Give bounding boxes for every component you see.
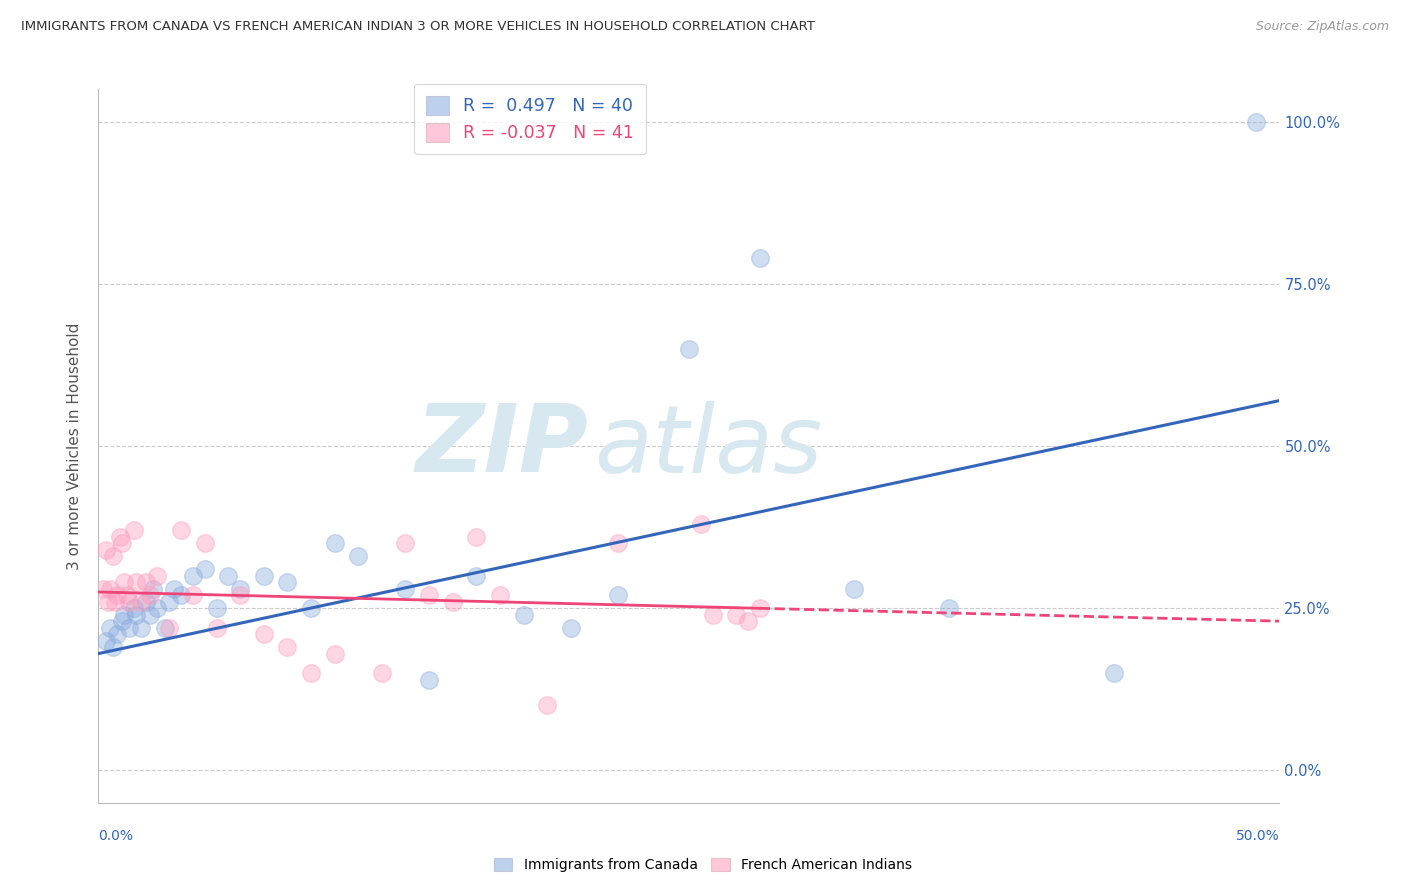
- Point: [125, 575, 148, 590]
- Point: [512, 607, 534, 622]
- Point: [170, 588, 193, 602]
- Point: [98, 582, 121, 596]
- Point: [702, 607, 724, 622]
- Y-axis label: 3 or more Vehicles in Household: 3 or more Vehicles in Household: [67, 322, 83, 570]
- Point: [371, 666, 394, 681]
- Point: [97, 595, 120, 609]
- Point: [139, 607, 162, 622]
- Point: [607, 536, 630, 550]
- Point: [299, 601, 322, 615]
- Point: [135, 595, 157, 609]
- Point: [163, 582, 186, 596]
- Point: [748, 251, 770, 265]
- Point: [394, 582, 416, 596]
- Point: [105, 627, 128, 641]
- Text: atlas: atlas: [595, 401, 823, 491]
- Point: [181, 588, 204, 602]
- Point: [938, 601, 960, 615]
- Point: [418, 673, 440, 687]
- Point: [194, 562, 217, 576]
- Point: [737, 614, 759, 628]
- Text: 0.0%: 0.0%: [98, 829, 134, 843]
- Point: [111, 536, 134, 550]
- Text: ZIP: ZIP: [416, 400, 589, 492]
- Point: [142, 582, 165, 596]
- Point: [276, 640, 298, 654]
- Point: [347, 549, 370, 564]
- Point: [108, 530, 131, 544]
- Point: [489, 588, 512, 602]
- Point: [229, 582, 252, 596]
- Point: [153, 621, 176, 635]
- Point: [122, 601, 145, 615]
- Point: [299, 666, 322, 681]
- Point: [112, 575, 135, 590]
- Point: [118, 595, 141, 609]
- Point: [139, 588, 162, 602]
- Point: [94, 542, 117, 557]
- Point: [1244, 114, 1267, 128]
- Point: [217, 568, 239, 582]
- Point: [276, 575, 298, 590]
- Point: [253, 568, 276, 582]
- Legend: Immigrants from Canada, French American Indians: Immigrants from Canada, French American …: [489, 853, 917, 878]
- Point: [122, 524, 145, 538]
- Point: [91, 582, 114, 596]
- Text: 50.0%: 50.0%: [1236, 829, 1279, 843]
- Point: [253, 627, 276, 641]
- Point: [125, 607, 148, 622]
- Point: [112, 607, 135, 622]
- Text: Source: ZipAtlas.com: Source: ZipAtlas.com: [1256, 20, 1389, 33]
- Legend: R =  0.497   N = 40, R = -0.037   N = 41: R = 0.497 N = 40, R = -0.037 N = 41: [415, 84, 645, 154]
- Point: [170, 524, 193, 538]
- Point: [101, 640, 124, 654]
- Point: [560, 621, 582, 635]
- Point: [129, 595, 152, 609]
- Point: [101, 549, 124, 564]
- Point: [105, 588, 128, 602]
- Point: [725, 607, 748, 622]
- Point: [678, 342, 700, 356]
- Point: [135, 575, 157, 590]
- Point: [394, 536, 416, 550]
- Point: [129, 621, 152, 635]
- Point: [465, 530, 488, 544]
- Point: [181, 568, 204, 582]
- Point: [115, 588, 138, 602]
- Point: [111, 614, 134, 628]
- Point: [104, 595, 127, 609]
- Point: [323, 647, 346, 661]
- Point: [844, 582, 866, 596]
- Point: [157, 621, 180, 635]
- Point: [157, 595, 180, 609]
- Point: [94, 633, 117, 648]
- Point: [441, 595, 464, 609]
- Point: [1102, 666, 1125, 681]
- Point: [194, 536, 217, 550]
- Point: [607, 588, 630, 602]
- Point: [418, 588, 440, 602]
- Point: [205, 621, 228, 635]
- Text: IMMIGRANTS FROM CANADA VS FRENCH AMERICAN INDIAN 3 OR MORE VEHICLES IN HOUSEHOLD: IMMIGRANTS FROM CANADA VS FRENCH AMERICA…: [21, 20, 815, 33]
- Point: [118, 621, 141, 635]
- Point: [323, 536, 346, 550]
- Point: [689, 516, 711, 531]
- Point: [205, 601, 228, 615]
- Point: [536, 698, 558, 713]
- Point: [229, 588, 252, 602]
- Point: [146, 601, 169, 615]
- Point: [98, 621, 121, 635]
- Point: [748, 601, 770, 615]
- Point: [146, 568, 169, 582]
- Point: [465, 568, 488, 582]
